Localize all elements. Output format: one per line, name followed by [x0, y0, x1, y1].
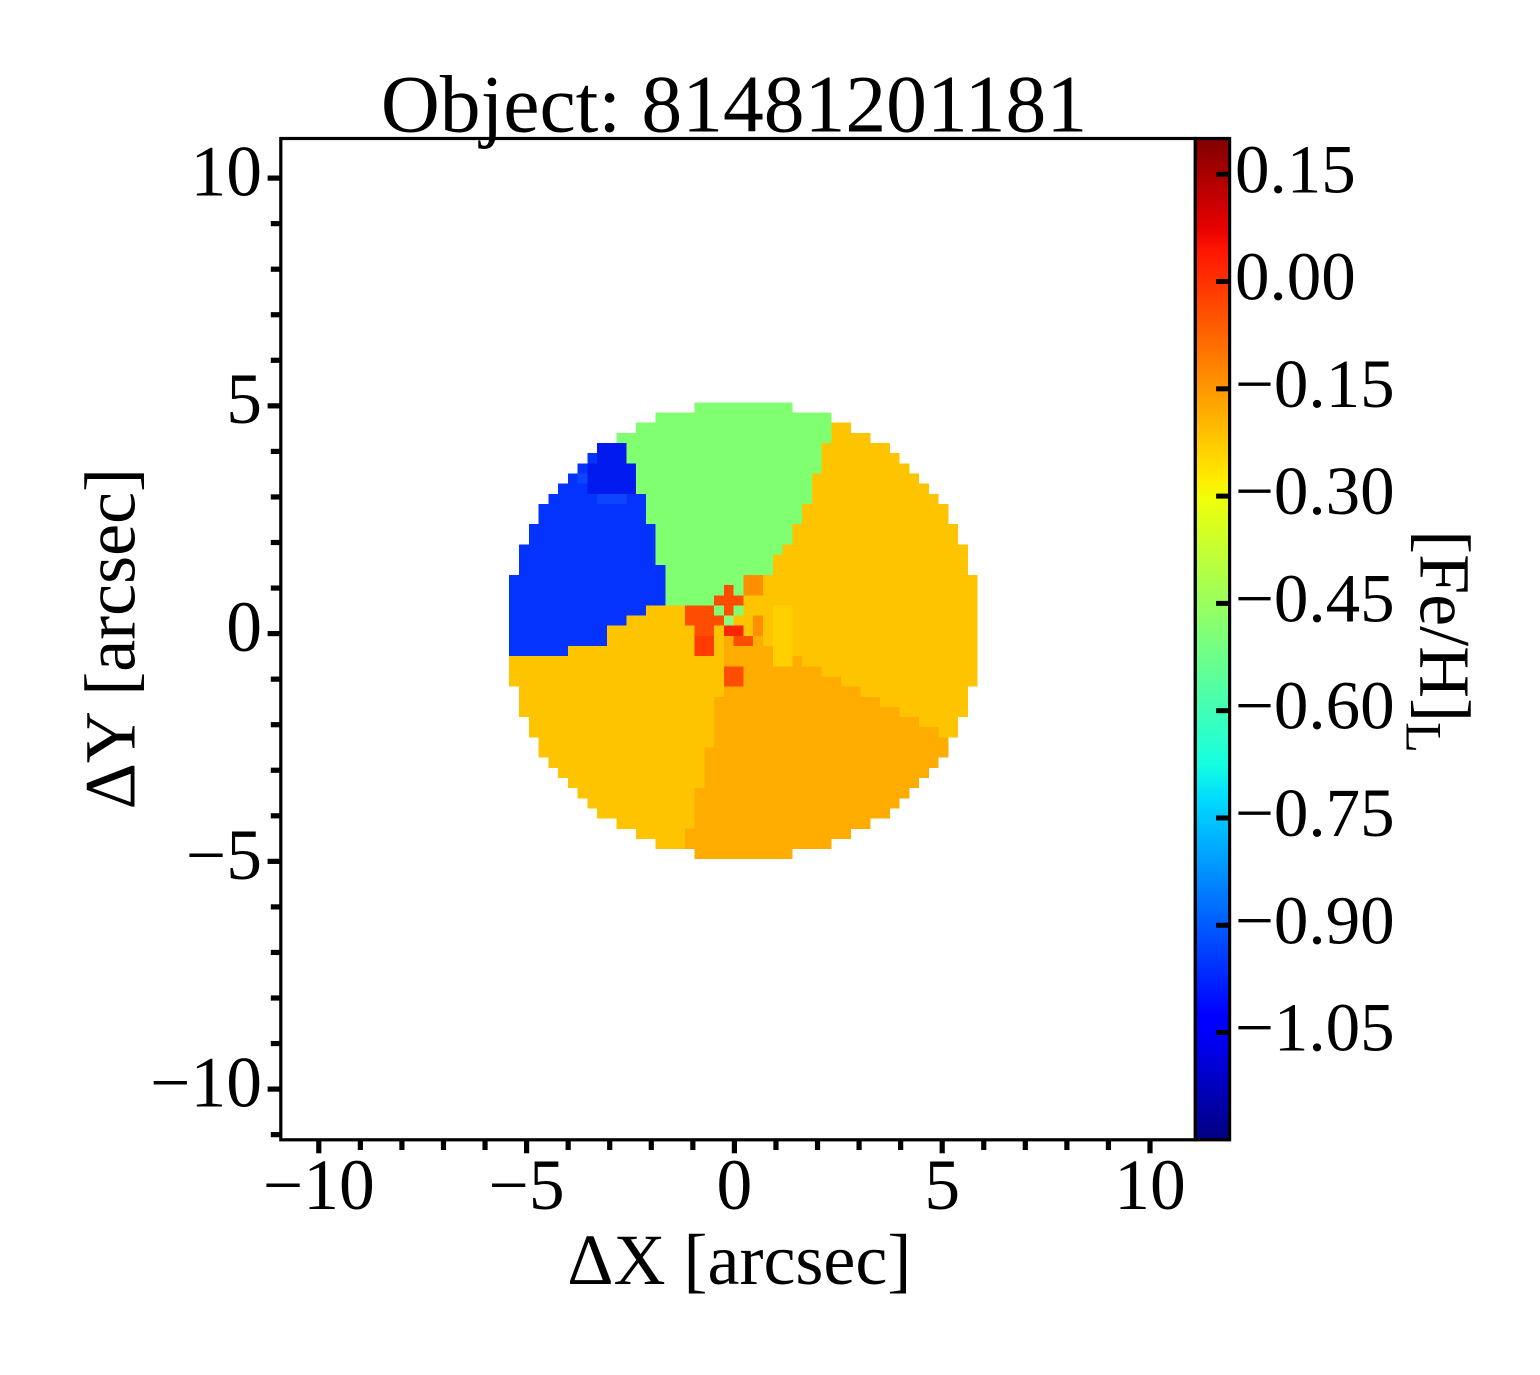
svg-text:0: 0	[226, 588, 262, 667]
svg-text:−5: −5	[186, 816, 262, 895]
svg-text:5: 5	[924, 1146, 960, 1225]
svg-text:ΔY [arcsec]: ΔY [arcsec]	[71, 468, 151, 809]
svg-text:−5: −5	[489, 1146, 565, 1225]
svg-text:0.00: 0.00	[1235, 239, 1356, 315]
svg-text:−0.60: −0.60	[1235, 668, 1395, 744]
svg-text:[Fe/H]L: [Fe/H]L	[1396, 530, 1485, 753]
svg-text:−10: −10	[263, 1146, 375, 1225]
svg-text:−10: −10	[150, 1044, 262, 1123]
svg-text:−1.05: −1.05	[1235, 990, 1395, 1066]
svg-text:−0.90: −0.90	[1235, 882, 1395, 958]
svg-text:Object: 81481201181: Object: 81481201181	[381, 59, 1087, 150]
svg-text:5: 5	[226, 360, 262, 439]
svg-text:10: 10	[1114, 1146, 1186, 1225]
svg-text:−0.15: −0.15	[1235, 346, 1395, 422]
svg-text:−0.30: −0.30	[1235, 453, 1395, 529]
svg-text:0: 0	[717, 1146, 753, 1225]
svg-text:ΔX [arcsec]: ΔX [arcsec]	[567, 1220, 911, 1300]
svg-text:0.15: 0.15	[1235, 131, 1356, 207]
svg-text:−0.45: −0.45	[1235, 560, 1395, 636]
svg-text:−0.75: −0.75	[1235, 775, 1395, 851]
svg-text:10: 10	[191, 133, 263, 212]
